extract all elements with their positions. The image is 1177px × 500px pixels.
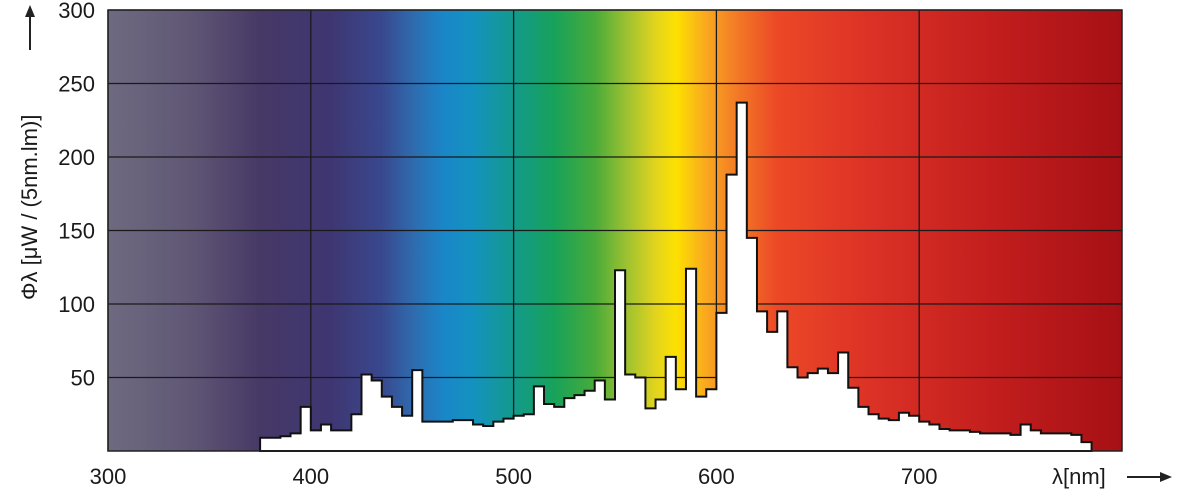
- x-axis-label: λ[nm]: [1052, 464, 1106, 489]
- y-tick-label: 150: [58, 219, 95, 244]
- y-tick-label: 300: [58, 0, 95, 23]
- x-tick-label: 700: [901, 464, 938, 489]
- plot-frame: [107, 9, 1123, 452]
- x-tick-label: 300: [90, 464, 127, 489]
- x-tick-label: 500: [495, 464, 532, 489]
- spectral-power-area: [259, 101, 1093, 452]
- y-tick-label: 50: [71, 366, 95, 391]
- y-tick-labels: 50 100 150 200 250 300: [58, 0, 95, 391]
- y-tick-label: 200: [58, 145, 95, 170]
- x-axis-arrow: [1127, 472, 1172, 482]
- y-tick-label: 250: [58, 72, 95, 97]
- y-tick-label: 100: [58, 292, 95, 317]
- y-axis-label: Φλ [μW / (5nm.lm)]: [17, 115, 42, 300]
- y-axis-arrow: [25, 5, 35, 50]
- x-tick-labels: 300 400 500 600 700: [90, 464, 938, 489]
- x-tick-label: 400: [292, 464, 329, 489]
- x-tick-label: 600: [698, 464, 735, 489]
